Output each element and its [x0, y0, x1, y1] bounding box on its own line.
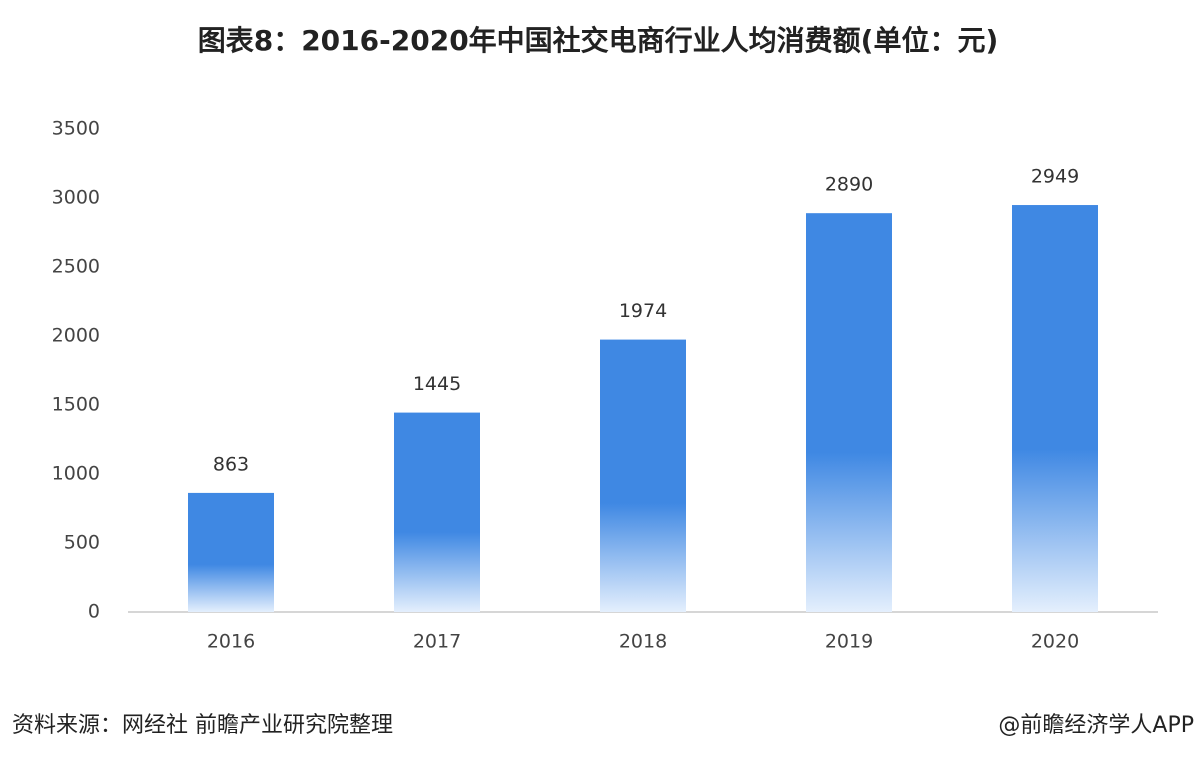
credit: @前瞻经济学人APP	[998, 713, 1194, 738]
value-label: 1974	[619, 300, 667, 322]
y-tick-label: 2500	[52, 256, 100, 278]
bar	[600, 339, 686, 612]
y-tick-label: 0	[88, 601, 100, 623]
value-label: 863	[213, 453, 249, 475]
x-tick-label: 2017	[413, 631, 461, 653]
x-tick-label: 2018	[619, 631, 667, 653]
y-tick-label: 1500	[52, 394, 100, 416]
x-tick-label: 2019	[825, 631, 873, 653]
value-label: 1445	[413, 373, 461, 395]
bar	[1012, 205, 1098, 612]
value-label: 2949	[1031, 166, 1079, 188]
y-tick-label: 1000	[52, 463, 100, 485]
source: 资料来源：网经社 前瞻产业研究院整理	[12, 713, 393, 738]
chart-title: 图表8：2016-2020年中国社交电商行业人均消费额(单位：元)	[198, 24, 999, 57]
y-tick-label: 2000	[52, 325, 100, 347]
x-tick-label: 2020	[1031, 631, 1079, 653]
y-tick-label: 3500	[52, 118, 100, 140]
value-label: 2890	[825, 174, 873, 196]
bar	[394, 412, 480, 612]
bar	[188, 492, 274, 612]
bar	[806, 213, 892, 612]
y-tick-label: 3000	[52, 187, 100, 209]
x-tick-label: 2016	[207, 631, 255, 653]
y-tick-label: 500	[64, 532, 100, 554]
